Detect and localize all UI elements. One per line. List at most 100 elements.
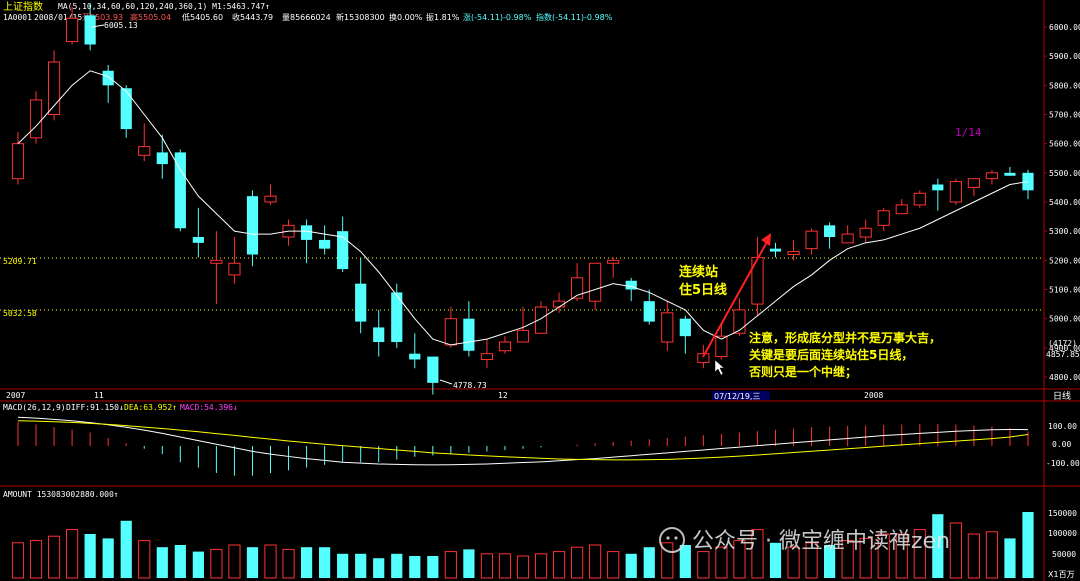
candle-body xyxy=(949,181,962,203)
candle xyxy=(913,190,926,208)
candle-body xyxy=(84,15,96,45)
candle-body xyxy=(841,233,854,244)
macd-histogram xyxy=(17,421,1029,476)
candle-body xyxy=(391,292,403,342)
candle-body xyxy=(715,335,728,358)
annotation-arrow xyxy=(702,239,769,358)
amount-bar xyxy=(120,520,132,578)
high-label-leader xyxy=(91,24,105,28)
amount-bar xyxy=(174,545,186,578)
amount-bar xyxy=(534,553,548,579)
amount-bar xyxy=(1004,538,1016,578)
amount-bar xyxy=(859,537,872,579)
candle xyxy=(264,184,277,205)
price-tick: 5200.00 xyxy=(1049,256,1080,265)
price-tick: 5500.00 xyxy=(1049,169,1080,178)
amount-bar xyxy=(1022,512,1034,578)
candle-body xyxy=(877,210,890,226)
quote-close: 收5443.79 xyxy=(232,12,273,22)
candle xyxy=(444,307,457,348)
amount-bar xyxy=(607,551,620,579)
amount-bar xyxy=(210,548,223,579)
amount-bar xyxy=(138,540,151,579)
candle xyxy=(373,309,385,357)
quote-volume: 量85666024 xyxy=(282,13,331,22)
candle-body xyxy=(337,231,349,270)
candle xyxy=(787,239,800,261)
amount-bar xyxy=(625,553,637,578)
amount-bar xyxy=(895,533,908,579)
macd-value: MACD:54.396↓ xyxy=(180,403,238,412)
amount-bar xyxy=(805,542,818,579)
amount-title: AMOUNT 153083002880.000↑ xyxy=(3,490,119,499)
candle-body xyxy=(985,172,999,180)
amount-bar xyxy=(84,534,96,578)
candle xyxy=(282,219,295,246)
candle xyxy=(932,178,944,211)
amount-bar xyxy=(66,529,79,579)
period-label: 日线 xyxy=(1053,390,1071,402)
stock-code: 1A0001 xyxy=(3,13,32,22)
header: 上证指数 MA(5,10,34,60,60,120,240,360,1) M1:… xyxy=(3,0,613,22)
candle-body xyxy=(895,204,908,215)
candle-body xyxy=(174,152,186,229)
x-label-11: 11 xyxy=(94,391,104,400)
amount-bar xyxy=(498,553,512,579)
price-tick: 5900.00 xyxy=(1049,52,1080,61)
candle-body xyxy=(11,143,25,180)
watermark-text: 公众号 · 微宝缠中读禅zen xyxy=(692,529,950,554)
amount-bar xyxy=(192,551,204,578)
macd-tick-neg100: -100.00 xyxy=(1046,459,1080,468)
level-label-2: 5032.58 xyxy=(3,309,37,318)
x-axis: 2007 11 12 2008 07/12/19,三 日线 xyxy=(6,390,1071,402)
amount-bar xyxy=(715,546,728,579)
candle-body xyxy=(589,262,602,302)
price-tick: 6000.00 xyxy=(1049,23,1080,32)
candle xyxy=(769,242,782,258)
candle-body xyxy=(913,192,926,206)
right-label-1: (4172) xyxy=(1048,339,1077,348)
price-tick: 5000.00 xyxy=(1049,315,1080,324)
amount-bar xyxy=(264,544,277,579)
candle-body xyxy=(444,318,457,346)
candle xyxy=(985,169,999,185)
amount-bar xyxy=(355,553,367,578)
quote-new: 新15308300 xyxy=(336,12,385,22)
candle xyxy=(1004,167,1016,176)
ma-params: MA(5,10,34,60,60,120,240,360,1) M1:5463.… xyxy=(58,2,270,11)
price-tick: 5300.00 xyxy=(1049,227,1080,236)
candle xyxy=(949,178,962,205)
index-title: 上证指数 xyxy=(3,0,43,13)
amount-bar xyxy=(571,546,584,579)
amount-bar xyxy=(516,555,530,579)
annotation-arrowhead xyxy=(761,233,771,246)
candle-body xyxy=(138,146,151,156)
amount-bar xyxy=(47,535,61,579)
candle xyxy=(102,64,114,103)
cursor-date: 07/12/19,三 xyxy=(714,392,760,401)
candle-body xyxy=(679,318,691,337)
low-label: 4778.73 xyxy=(453,381,487,390)
high-label: 6005.13 xyxy=(104,21,138,30)
amount-unit: X1百万 xyxy=(1048,570,1075,579)
annotation-note-line1: 注意，形成底分型并不是万事大吉， xyxy=(749,330,941,345)
candle-body xyxy=(409,353,421,360)
candle-body xyxy=(228,262,241,276)
candle xyxy=(967,178,980,197)
candle xyxy=(589,262,602,310)
candle xyxy=(319,225,331,255)
amount-bar xyxy=(373,558,385,578)
amount-bar xyxy=(824,545,836,578)
candle-body xyxy=(607,259,620,264)
candle xyxy=(516,307,530,343)
page-counter: 1/14 xyxy=(955,126,982,139)
quote-open: 开5503.93 xyxy=(82,13,123,22)
amount-bar xyxy=(877,533,890,579)
annotation-label-line2: 住5日线 xyxy=(679,282,727,298)
amount-bar xyxy=(228,544,241,579)
candle xyxy=(391,283,403,348)
candle xyxy=(841,225,854,244)
x-label-2008: 2008 xyxy=(864,391,883,400)
candle-body xyxy=(480,353,494,360)
